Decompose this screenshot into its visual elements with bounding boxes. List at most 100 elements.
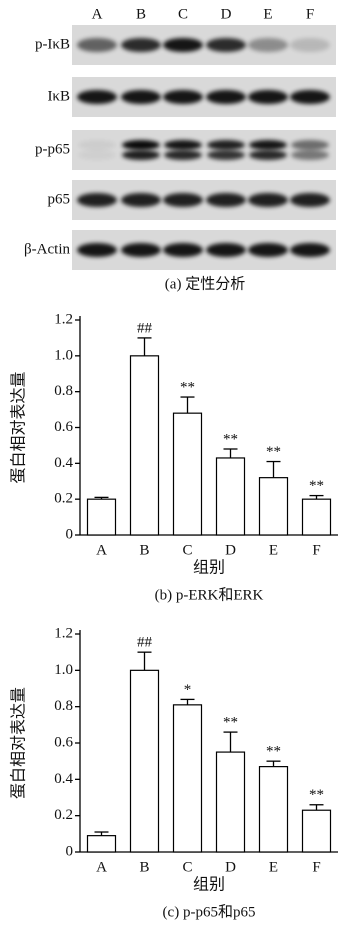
row-label: p65 (48, 191, 71, 207)
x-tick-label: B (139, 859, 149, 875)
lane-label: A (92, 6, 103, 22)
y-tick-label: 0.4 (54, 455, 73, 471)
y-tick-label: 1.0 (54, 347, 73, 363)
error-bar (267, 462, 281, 478)
lane-label: D (221, 6, 232, 22)
error-bar (224, 449, 238, 458)
band (122, 150, 160, 160)
significance: ** (223, 431, 238, 447)
x-tick-label: A (96, 542, 107, 558)
band (78, 140, 116, 150)
band (206, 243, 246, 257)
band (206, 90, 246, 104)
error-bar (138, 652, 152, 670)
bar (174, 705, 202, 852)
caption: (c) p-p65和p65 (163, 903, 256, 920)
error-bar (224, 732, 238, 752)
x-tick-label: C (182, 859, 192, 875)
error-bar (181, 397, 195, 413)
band (248, 243, 288, 257)
figure: A B C D E Fp-IκB IκB p-p65 p65 β-Actin (a) 定性分析 0 0.… (0, 0, 342, 926)
x-tick-label: A (96, 859, 107, 875)
bar (174, 413, 202, 535)
row-label: IκB (47, 88, 70, 104)
band (163, 90, 203, 104)
band (121, 193, 161, 207)
bar (88, 836, 116, 852)
bar (303, 810, 331, 852)
lane-label: E (263, 6, 272, 22)
band (206, 193, 246, 207)
band (121, 243, 161, 257)
x-tick-label: C (182, 542, 192, 558)
y-axis-title: 蛋白相对表达量 (10, 371, 28, 483)
significance: ** (309, 478, 324, 494)
lane-label: C (178, 6, 188, 22)
band (290, 243, 330, 257)
band (207, 150, 245, 160)
x-tick-label: D (225, 542, 236, 558)
band (207, 140, 245, 150)
bar (88, 499, 116, 535)
blot-strip (72, 130, 336, 170)
y-tick-label: 1.2 (54, 311, 73, 327)
band (121, 90, 161, 104)
band (248, 90, 288, 104)
x-tick-label: E (269, 859, 278, 875)
bar (217, 752, 245, 852)
band (249, 150, 287, 160)
y-tick-label: 1.0 (54, 662, 73, 678)
error-bar (267, 761, 281, 766)
lane-label: B (136, 6, 146, 22)
x-axis-title: 组别 (193, 876, 225, 894)
y-tick-label: 0 (66, 843, 74, 859)
band (121, 38, 161, 52)
error-bar (138, 338, 152, 356)
y-tick-label: 0.4 (54, 771, 73, 787)
band (78, 150, 116, 160)
bar (260, 767, 288, 852)
y-tick-label: 1.2 (54, 625, 73, 641)
band (77, 38, 117, 52)
band (164, 140, 202, 150)
band (290, 90, 330, 104)
significance: ** (266, 744, 281, 760)
x-tick-label: B (139, 542, 149, 558)
x-axis-title: 组别 (193, 559, 225, 577)
y-tick-label: 0.8 (54, 698, 73, 714)
error-bar (310, 805, 324, 810)
significance: ** (180, 379, 195, 395)
significance: ** (266, 444, 281, 460)
band (164, 150, 202, 160)
row-label: p-p65 (35, 141, 70, 157)
lane-label: F (306, 6, 314, 22)
band (290, 38, 330, 52)
bar (303, 499, 331, 535)
bar (217, 458, 245, 535)
y-tick-label: 0 (66, 526, 74, 542)
significance: ## (137, 635, 153, 651)
significance: ** (309, 787, 324, 803)
y-axis-title: 蛋白相对表达量 (10, 687, 28, 799)
band (77, 90, 117, 104)
band (248, 38, 288, 52)
band (291, 140, 329, 150)
bar (131, 670, 159, 852)
row-label: p-IκB (35, 36, 70, 52)
x-tick-label: E (269, 542, 278, 558)
error-bar (181, 699, 195, 704)
band (290, 193, 330, 207)
y-tick-label: 0.6 (54, 734, 73, 750)
bar (131, 356, 159, 535)
significance: ** (223, 715, 238, 731)
band (249, 140, 287, 150)
band (291, 150, 329, 160)
significance: ## (137, 320, 153, 336)
y-tick-label: 0.6 (54, 419, 73, 435)
x-tick-label: D (225, 859, 236, 875)
row-label: β-Actin (24, 241, 70, 257)
band (163, 38, 203, 52)
band (248, 193, 288, 207)
caption: (a) 定性分析 (165, 275, 245, 292)
significance: * (184, 682, 192, 698)
